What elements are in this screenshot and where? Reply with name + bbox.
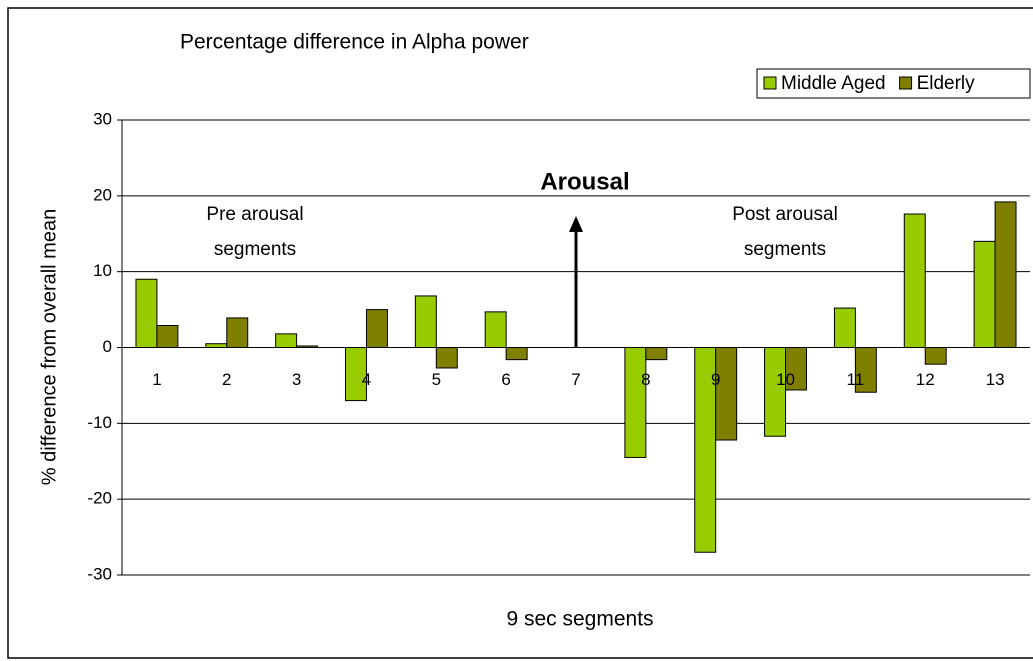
y-tick-label: -10 bbox=[87, 413, 112, 432]
bar bbox=[205, 343, 228, 349]
chart-title: Percentage difference in Alpha power bbox=[180, 31, 529, 54]
legend-swatch bbox=[763, 76, 777, 90]
bar bbox=[135, 278, 158, 348]
y-tick-label: 0 bbox=[103, 337, 112, 356]
x-tick-label: 13 bbox=[986, 370, 1005, 389]
x-tick-label: 2 bbox=[222, 370, 231, 389]
bar bbox=[645, 347, 668, 361]
bar bbox=[624, 347, 647, 458]
x-tick-label: 12 bbox=[916, 370, 935, 389]
annotation: Post arousal bbox=[732, 204, 838, 225]
x-tick-label: 11 bbox=[847, 370, 865, 389]
annotation: segments bbox=[214, 239, 296, 260]
bar bbox=[484, 311, 507, 349]
legend-label: Elderly bbox=[917, 73, 976, 94]
x-tick-label: 7 bbox=[571, 370, 580, 389]
bar bbox=[764, 347, 787, 437]
bar bbox=[994, 201, 1017, 348]
x-tick-label: 3 bbox=[292, 370, 301, 389]
x-tick-label: 6 bbox=[501, 370, 510, 389]
y-tick-label: 10 bbox=[93, 261, 112, 280]
chart-frame bbox=[7, 7, 1033, 659]
y-tick-label: -20 bbox=[87, 489, 112, 508]
legend-swatch bbox=[899, 76, 913, 90]
x-axis-title: 9 sec segments bbox=[506, 608, 653, 631]
legend bbox=[756, 68, 1031, 99]
bar bbox=[435, 347, 458, 369]
bar bbox=[156, 325, 179, 348]
bar bbox=[505, 347, 528, 361]
bar bbox=[833, 307, 856, 349]
bar bbox=[903, 213, 926, 348]
bar bbox=[973, 240, 996, 348]
y-tick-label: -30 bbox=[87, 564, 112, 583]
legend-label: Middle Aged bbox=[781, 73, 886, 94]
x-tick-label: 10 bbox=[776, 370, 795, 389]
x-tick-label: 4 bbox=[362, 370, 371, 389]
annotation: segments bbox=[744, 239, 826, 260]
y-axis-title: % difference from overall mean bbox=[38, 209, 60, 485]
arrow-head bbox=[569, 216, 583, 232]
y-tick-label: 20 bbox=[93, 185, 112, 204]
x-tick-label: 1 bbox=[152, 370, 161, 389]
x-tick-label: 8 bbox=[641, 370, 650, 389]
bar bbox=[715, 347, 738, 441]
bar bbox=[414, 295, 437, 348]
bar bbox=[226, 317, 249, 348]
y-tick-label: 30 bbox=[93, 109, 112, 128]
annotation: Pre arousal bbox=[206, 204, 303, 225]
x-tick-label: 9 bbox=[711, 370, 720, 389]
bar bbox=[365, 309, 388, 349]
x-tick-label: 5 bbox=[432, 370, 441, 389]
bar bbox=[275, 333, 298, 349]
bar bbox=[924, 347, 947, 365]
annotation: Arousal bbox=[540, 168, 629, 195]
